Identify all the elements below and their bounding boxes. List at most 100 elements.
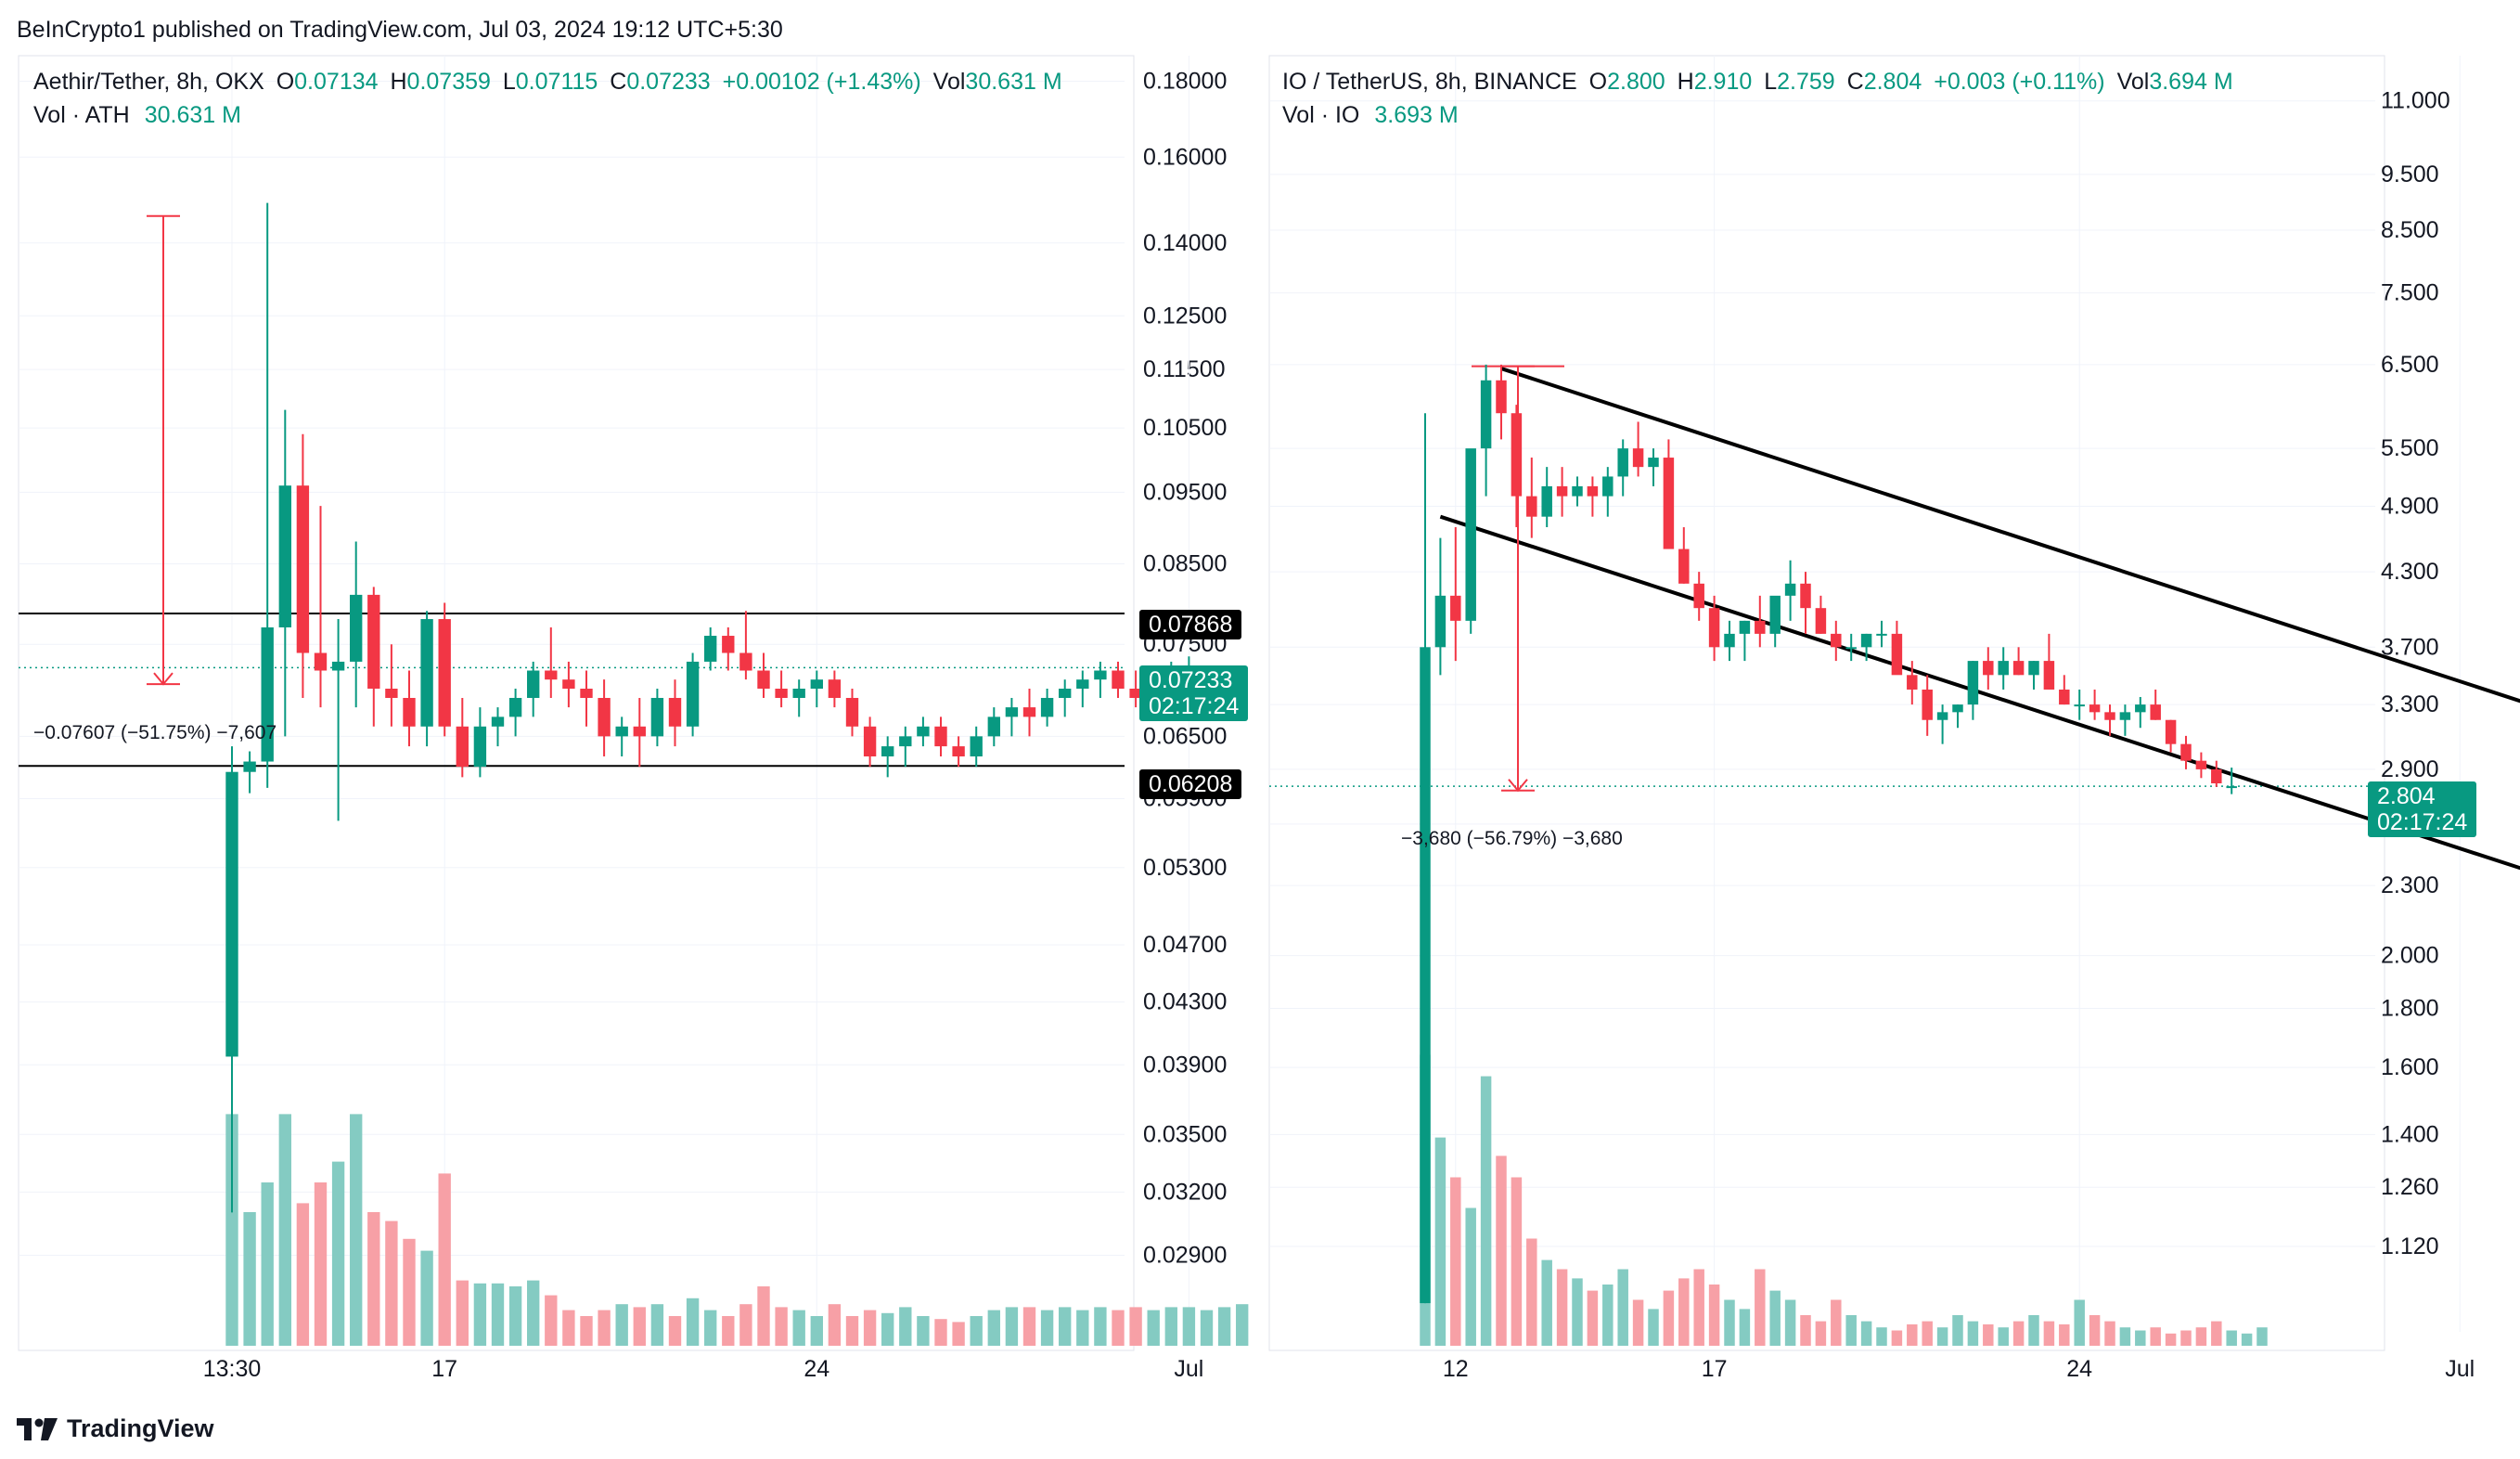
volume-bar [314, 1182, 328, 1346]
volume-bar [438, 1173, 451, 1346]
volume-bar [2012, 1321, 2025, 1346]
candle-body [881, 746, 894, 757]
aethir-high-label: H [390, 69, 407, 95]
volume-bar [1147, 1310, 1160, 1346]
y-tick-label: 1.400 [2381, 1121, 2439, 1147]
aethir-level-upper-tag: 0.07868 [1139, 610, 1242, 639]
aethir-vol-label: Vol [932, 69, 966, 95]
candle-body [2135, 704, 2146, 713]
volume-bar [1724, 1299, 1735, 1346]
io-close-label: C [1846, 69, 1864, 95]
volume-bar [952, 1322, 965, 1346]
volume-bar [1164, 1307, 1177, 1346]
candle-body [2119, 712, 2131, 720]
volume-bar [650, 1304, 664, 1346]
candle-body [1860, 633, 1872, 648]
volume-bar [1587, 1290, 1599, 1346]
volume-bar [1769, 1290, 1781, 1346]
candle-body [952, 746, 965, 757]
io-vol-label: Vol [2116, 69, 2150, 95]
candle-body [1724, 633, 1735, 648]
candle-body [1845, 647, 1857, 650]
candle-body [2012, 661, 2025, 676]
candle-body [1983, 661, 1994, 676]
candle-body [2211, 768, 2222, 784]
y-tick-label: 0.06500 [1143, 723, 1227, 749]
volume-bar [1005, 1307, 1019, 1346]
volume-bar [278, 1114, 291, 1346]
volume-bar [775, 1307, 788, 1346]
volume-bar [1891, 1330, 1903, 1346]
aethir-volume-label: Vol · ATH [33, 102, 130, 128]
candle-body [1922, 689, 1933, 720]
y-tick-label: 0.02900 [1143, 1243, 1227, 1269]
volume-bar [810, 1316, 823, 1346]
candle-body [1496, 380, 1507, 414]
candle-body [1129, 689, 1142, 698]
x-tick-label: 17 [1702, 1356, 1728, 1382]
volume-bar [1845, 1315, 1857, 1346]
candle-body [1800, 583, 1811, 609]
y-tick-label: 0.18000 [1143, 69, 1227, 95]
candle-body [598, 697, 611, 737]
tradingview-logo-icon [17, 1417, 58, 1440]
y-tick-label: 3.300 [2381, 691, 2439, 717]
volume-bar [2119, 1327, 2131, 1346]
x-tick-label: 24 [804, 1356, 829, 1382]
candle-body [1617, 448, 1628, 477]
candle-body [2059, 689, 2070, 705]
volume-bar [1860, 1321, 1872, 1346]
y-tick-label: 1.800 [2381, 996, 2439, 1022]
volume-bar [1556, 1269, 1568, 1346]
candle-body [2150, 704, 2161, 720]
volume-bar [545, 1295, 558, 1346]
volume-bar [403, 1238, 416, 1346]
candle-body [1112, 670, 1125, 690]
x-tick-label: Jul [1174, 1356, 1203, 1382]
volume-bar [1022, 1307, 1036, 1346]
io-chart-panel: 11.000 9.500 8.500 7.500 6.500 5.500 4.900 4.30… [1268, 55, 2520, 1382]
candle-body [1648, 458, 1659, 468]
volume-bar [225, 1114, 238, 1346]
io-close-value: 2.804 [1863, 69, 1922, 95]
y-tick-label: 8.500 [2381, 217, 2439, 243]
candle-body [331, 661, 345, 671]
tradingview-brand[interactable]: TradingView [17, 1414, 214, 1443]
io-vol-value: 3.694 M [2149, 69, 2233, 95]
volume-bar [1059, 1307, 1072, 1346]
aethir-change: +0.00102 (+1.43%) [722, 69, 921, 95]
candle-body [1663, 458, 1675, 549]
io-open-label: O [1588, 69, 1608, 95]
candle-body [1755, 620, 1766, 634]
candle-body [917, 726, 930, 737]
candle-body [580, 689, 593, 698]
volume-bar [2104, 1321, 2115, 1346]
candle-body [420, 619, 433, 727]
candle-body [296, 485, 310, 653]
candle-body [934, 726, 947, 747]
volume-bar [1496, 1156, 1507, 1346]
y-tick-label: 0.05300 [1143, 855, 1227, 881]
candle-body [1587, 485, 1599, 497]
candle-body [1784, 583, 1796, 596]
volume-bar [1465, 1207, 1476, 1346]
volume-bar [1998, 1327, 2009, 1346]
volume-bar [633, 1307, 646, 1346]
io-open-value: 2.800 [1607, 69, 1665, 95]
candle-body [1480, 380, 1492, 449]
candle-body [527, 670, 540, 698]
candle-body [863, 726, 877, 757]
candle-body [1998, 661, 2009, 676]
candle-body [1434, 595, 1446, 648]
candle-body [757, 670, 770, 690]
y-tick-label: 11.000 [2381, 88, 2450, 114]
io-high-value: 2.910 [1693, 69, 1753, 95]
volume-bar [2028, 1315, 2039, 1346]
volume-bar [2150, 1327, 2161, 1346]
io-high-label: H [1677, 69, 1694, 95]
x-tick-label: 12 [1443, 1356, 1469, 1382]
candle-body [1831, 633, 1842, 648]
candle-body [828, 679, 842, 698]
volume-bar [580, 1316, 593, 1346]
